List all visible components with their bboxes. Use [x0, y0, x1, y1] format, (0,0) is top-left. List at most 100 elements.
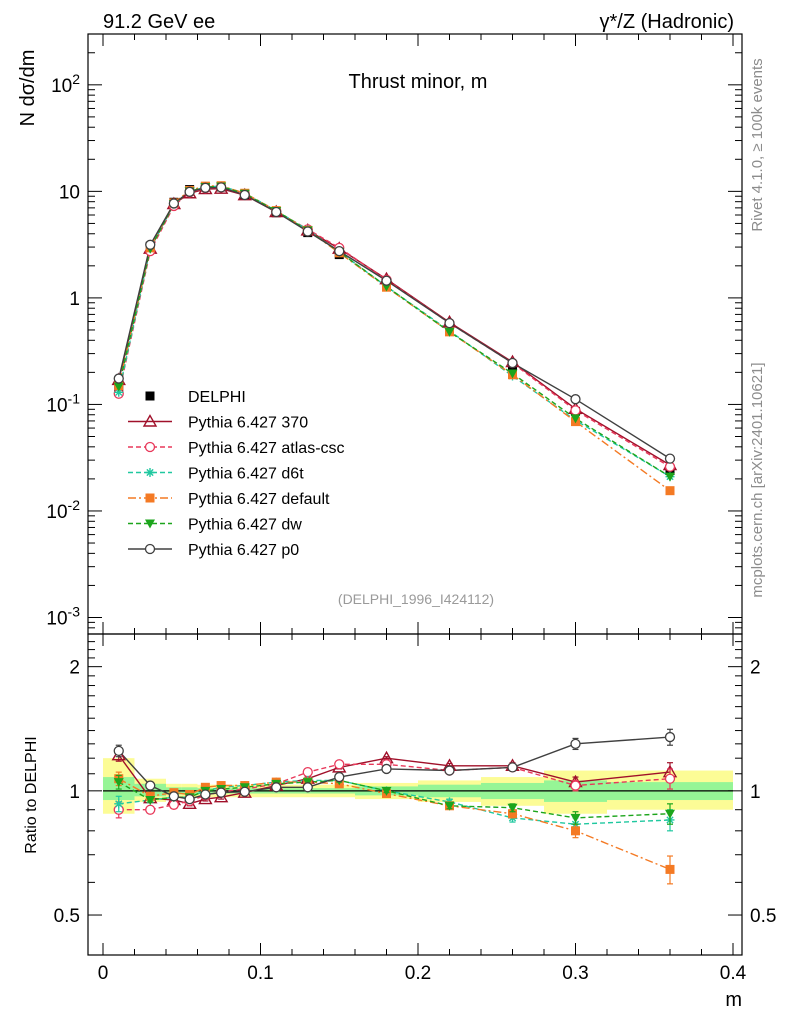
ratio-series-point-4	[145, 796, 156, 806]
legend-marker	[145, 519, 155, 529]
ratio-series-point-4	[570, 813, 581, 823]
ratio-series-point-1	[570, 780, 581, 791]
main-series-point-3	[114, 387, 124, 397]
main-series-point-6	[570, 394, 581, 405]
y-tick-label-exponent: -2	[68, 497, 81, 513]
delphi-data-point	[508, 364, 517, 374]
header-energy-label: 91.2 GeV ee	[103, 11, 215, 33]
y-tick-label-base: 10	[59, 182, 80, 203]
x-tick-label: 0.2	[405, 963, 431, 984]
ratio-y-axis-title: Ratio to DELPHI	[23, 736, 40, 853]
ratio-series-point-5	[184, 793, 195, 805]
legend-label: DELPHI	[188, 389, 246, 406]
y-tick-label: 10-1	[46, 390, 80, 416]
main-series-point-6	[239, 189, 250, 201]
ratio-series-point-4	[665, 809, 675, 819]
ratio-series-point-3	[665, 864, 675, 874]
y-tick-label: 102	[51, 71, 80, 97]
ratio-plot-frame	[87, 633, 743, 956]
ratio-series-point-5	[302, 782, 313, 793]
ratio-series-point-5	[444, 765, 455, 776]
side-generator-label: Rivet 4.1.0, ≥ 100k events	[749, 58, 766, 231]
analysis-id-watermark: (DELPHI_1996_I424112)	[338, 591, 494, 607]
y-tick-label-exponent: -3	[68, 603, 81, 619]
legend-label: Pythia 6.427 default	[188, 491, 330, 508]
y-tick-label-exponent: 2	[72, 71, 80, 87]
main-series-point-6	[168, 198, 180, 209]
ratio-series-point-4	[113, 778, 124, 788]
y-tick-label-base: 10	[46, 395, 67, 416]
main-series-line-2	[118, 186, 671, 468]
main-series-point-6	[302, 226, 313, 237]
main-series-point-6	[507, 357, 518, 369]
legend-marker	[145, 468, 155, 477]
y-tick-label: 10-2	[46, 497, 80, 523]
ratio-y-tick-label: 0.5	[54, 906, 80, 927]
main-series-point-6	[184, 186, 195, 197]
main-series-point-6	[113, 373, 124, 384]
ratio-series-point-1	[664, 773, 676, 784]
ratio-y-tick-label: 1	[69, 782, 80, 803]
legend-marker	[145, 391, 155, 401]
y-tick-label: 1	[69, 289, 80, 310]
main-series-point-6	[381, 275, 392, 286]
ratio-series-point-5	[113, 745, 124, 757]
side-source-label: mcplots.cern.ch [arXiv:2401.10621]	[749, 362, 766, 597]
main-plot-title: Thrust minor, m	[349, 71, 488, 93]
ratio-series-point-4	[444, 801, 455, 811]
legend-label: Pythia 6.427 p0	[188, 542, 299, 559]
ratio-y-tick-label-right: 2	[750, 658, 761, 679]
main-series-point-6	[145, 239, 156, 250]
ratio-series-point-1	[302, 766, 313, 778]
ratio-series-point-5	[334, 771, 345, 783]
main-series-point-4	[665, 486, 675, 496]
main-y-axis-title: N dσ/dm	[17, 50, 39, 127]
legend-label: Pythia 6.427 370	[188, 415, 308, 432]
main-series-point-5	[113, 382, 124, 392]
main-series-point-5	[665, 472, 675, 482]
ratio-series-point-5	[507, 762, 518, 773]
ratio-y-tick-label-right: 1	[750, 782, 761, 803]
main-series-point-6	[271, 206, 282, 218]
ratio-series-point-5	[664, 731, 676, 743]
ratio-panel: 0 0.1 0.2 0.3 0.4 0.5 0.5 1 1 2 2 Ratio to DELPHI m	[23, 633, 776, 1011]
y-tick-label-base: 10	[46, 608, 67, 629]
ratio-series-point-4	[507, 803, 518, 813]
legend-marker	[142, 414, 158, 427]
ratio-series-point-5	[145, 780, 156, 791]
ratio-series-point-2	[114, 799, 124, 809]
y-tick-label: 10-3	[46, 603, 80, 629]
main-series-point-5	[444, 327, 455, 337]
main-series-point-6	[200, 182, 211, 193]
legend-marker	[144, 441, 156, 453]
y-tick-label: 10	[59, 182, 80, 203]
y-tick-label-exponent: -1	[68, 390, 81, 406]
ratio-series-point-3	[571, 826, 580, 836]
main-series-point-6	[444, 317, 455, 329]
y-tick-label-base: 1	[69, 289, 80, 310]
ratio-series-point-5	[168, 791, 180, 802]
main-series-point-5	[507, 369, 518, 379]
legend-marker	[145, 493, 155, 503]
ratio-series-point-5	[381, 763, 392, 775]
ratio-series-point-5	[215, 787, 227, 798]
x-axis-title: m	[725, 989, 742, 1011]
legend-label: Pythia 6.427 dw	[188, 517, 302, 534]
ratio-series-point-1	[145, 804, 156, 815]
ratio-series-point-5	[271, 782, 282, 793]
x-tick-label: 0.3	[562, 963, 588, 984]
ratio-y-tick-label: 2	[69, 658, 80, 679]
x-tick-label: 0.4	[720, 963, 747, 984]
ratio-series-point-3	[508, 809, 517, 819]
x-tick-label: 0.1	[247, 963, 273, 984]
main-series-point-5	[570, 414, 581, 424]
ratio-y-tick-label-right: 0.5	[750, 906, 776, 927]
main-series-point-6	[664, 453, 676, 464]
main-series-point-6	[215, 182, 227, 193]
header-process-label: γ*/Z (Hadronic)	[600, 11, 734, 33]
legend-label: Pythia 6.427 atlas-csc	[188, 440, 345, 457]
main-series-point-6	[334, 245, 345, 257]
